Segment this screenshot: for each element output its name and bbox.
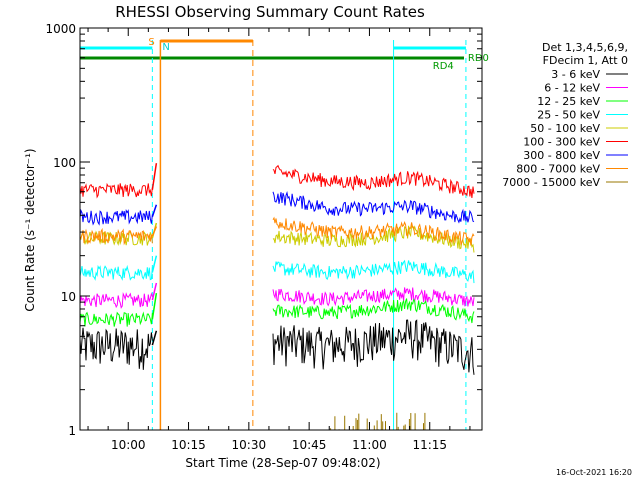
- series-line-segment-2: [272, 216, 475, 246]
- legend-header-decimation: FDecim 1, Att 0: [543, 54, 628, 67]
- y-tick-label: 10: [61, 290, 76, 304]
- series-line-segment-1: [79, 291, 153, 309]
- x-tick-label: 10:00: [111, 438, 146, 452]
- series-line-segment-1: [79, 264, 153, 281]
- series-line-segment-2: [272, 190, 475, 224]
- x-tick-label: 11:00: [352, 438, 387, 452]
- x-tick-label: 10:45: [292, 438, 327, 452]
- series-line-segment-1: [79, 227, 153, 246]
- series-800-7000kev: [79, 216, 475, 246]
- series-rise: [151, 255, 158, 273]
- x-axis-label: Start Time (28-Sep-07 09:48:02): [185, 456, 380, 470]
- legend-label: 6 - 12 keV: [544, 82, 600, 95]
- y-tick-label: 1: [68, 424, 76, 438]
- series-line-segment-2: [272, 319, 475, 375]
- legend-header-detectors: Det 1,3,4,5,6,9,: [542, 41, 628, 54]
- series-layer: [79, 163, 475, 430]
- legend-label: 300 - 800 keV: [523, 149, 600, 162]
- series-rise: [151, 293, 158, 320]
- series-line-segment-2: [272, 259, 475, 284]
- series-line-segment-2: [272, 164, 475, 199]
- annotation-rd0: RD0: [468, 53, 489, 64]
- series-line-segment-1: [79, 182, 153, 199]
- annotation-n: N: [162, 42, 169, 53]
- series-line-segment-1: [79, 208, 153, 226]
- x-tick-label: 11:15: [412, 438, 447, 452]
- series-rise: [151, 163, 158, 190]
- series-25-50kev: [79, 255, 475, 284]
- axes-layer: 1 10 100 1000 10:00 10:15 10:30 10:45 11:00 11:15: [45, 22, 483, 452]
- x-tick-label: 10:30: [232, 438, 267, 452]
- series-12-25kev: [79, 293, 475, 327]
- series-line-segment-1: [79, 230, 153, 247]
- series-6-12kev: [79, 282, 475, 309]
- series-3-6kev: [79, 319, 475, 375]
- series-line-segment-1: [79, 327, 153, 370]
- series-line-segment-1: [79, 311, 153, 327]
- chart-title: RHESSI Observing Summary Count Rates: [115, 3, 425, 21]
- x-tick-label: 10:15: [171, 438, 206, 452]
- series-rise: [151, 282, 158, 301]
- series-300-800kev: [79, 190, 475, 226]
- series-100-300kev: [79, 163, 475, 199]
- series-rise: [151, 226, 158, 237]
- plot-timestamp: 16-Oct-2021 16:20: [556, 468, 632, 477]
- series-line-segment-2: [272, 298, 475, 324]
- series-line-segment-2: [272, 225, 475, 253]
- legend-label: 25 - 50 keV: [537, 109, 600, 122]
- legend-label: 3 - 6 keV: [551, 68, 600, 81]
- overlay-layer: S N RD0 RD4: [80, 37, 489, 430]
- y-tick-label: 1000: [45, 22, 76, 36]
- legend-label: 7000 - 15000 keV: [502, 176, 600, 189]
- annotation-rd4: RD4: [433, 61, 454, 72]
- y-tick-label: 100: [53, 156, 76, 170]
- legend-label: 800 - 7000 keV: [516, 163, 600, 176]
- plot-frame: [79, 27, 483, 431]
- y-axis-label: Count Rate (s⁻¹ detector⁻¹): [23, 148, 37, 311]
- series-rise: [151, 204, 158, 218]
- annotation-s: S: [148, 37, 154, 48]
- legend-label: 50 - 100 keV: [530, 122, 600, 135]
- legend-label: 100 - 300 keV: [523, 136, 600, 149]
- legend-label: 12 - 25 keV: [537, 95, 600, 108]
- series-line-segment-2: [272, 287, 475, 307]
- series-rise: [151, 330, 158, 346]
